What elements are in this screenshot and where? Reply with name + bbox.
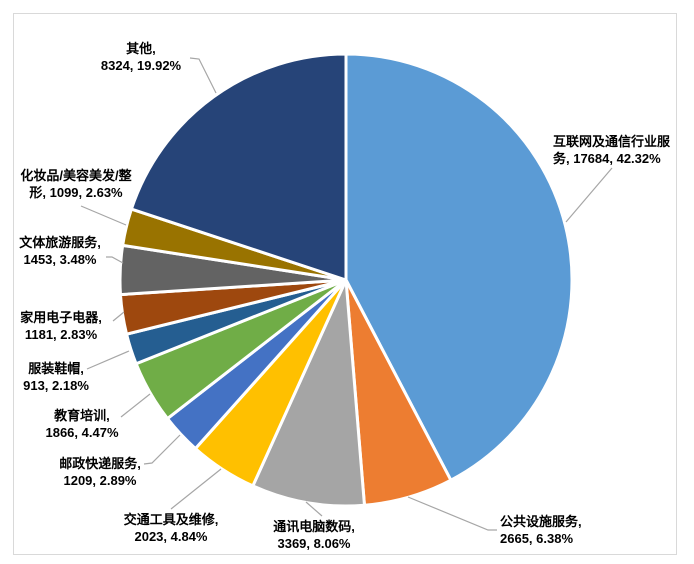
leader-line-5 — [120, 393, 151, 418]
leader-line-10 — [189, 57, 217, 94]
leader-line-4 — [143, 434, 181, 465]
leader-line-7 — [112, 311, 125, 322]
leader-lines-group — [80, 57, 613, 531]
leader-line-3 — [170, 468, 222, 510]
leader-line-9 — [80, 205, 127, 226]
pie-slices-group — [118, 52, 574, 508]
leader-line-1 — [407, 496, 497, 531]
leader-line-2 — [305, 501, 323, 517]
pie-slice-10[interactable] — [129, 52, 348, 282]
pie-slice-0[interactable] — [344, 52, 574, 482]
leader-line-6 — [86, 350, 130, 370]
leader-line-8 — [106, 256, 124, 264]
leader-line-0 — [565, 167, 613, 223]
